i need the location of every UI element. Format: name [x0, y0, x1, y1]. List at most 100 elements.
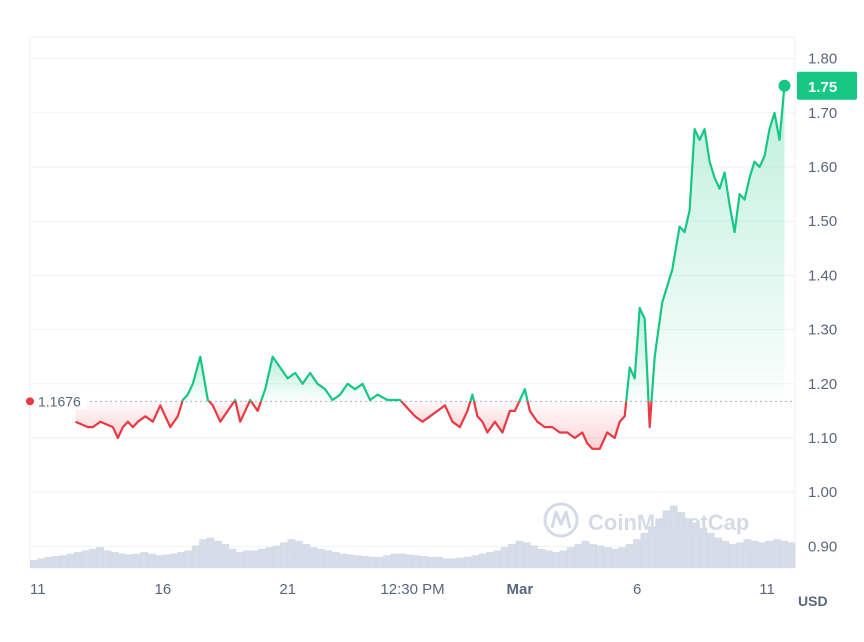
price-line-down	[526, 401, 628, 450]
volume-bar	[655, 518, 664, 568]
price-line-up	[518, 388, 529, 402]
volume-bar	[625, 544, 634, 568]
area-fill-down	[209, 401, 235, 422]
watermark-text: CoinMarketCap	[588, 510, 749, 535]
volume-bar	[684, 518, 693, 568]
volume-bar	[640, 532, 649, 568]
volume-bar	[258, 548, 266, 568]
volume-bar	[59, 555, 68, 568]
volume-bar	[493, 550, 502, 568]
volume-bar	[706, 532, 715, 568]
current-price-badge: 1.75	[797, 71, 857, 100]
volume-bar	[647, 526, 656, 568]
area-fills	[75, 85, 785, 449]
y-tick-label: 1.20	[808, 376, 837, 393]
volume-bar	[81, 550, 90, 568]
volume-bar	[500, 547, 509, 568]
volume-bar	[155, 555, 163, 568]
volume-bar	[566, 547, 575, 568]
reference-marker: 1.1676	[26, 391, 87, 410]
volume-bar	[522, 542, 531, 568]
volume-bar	[611, 548, 619, 568]
price-lines	[75, 85, 786, 450]
volume-bar	[669, 505, 678, 568]
volume-bar	[302, 544, 311, 568]
volume-bar	[184, 550, 193, 568]
volume-bar	[581, 540, 590, 568]
volume-bar	[692, 523, 700, 568]
volume-bar	[147, 553, 156, 568]
volume-bar	[559, 550, 568, 568]
volume-bar	[213, 540, 222, 568]
volume-bar	[294, 540, 303, 568]
y-axis: 1.80 1.70 1.60 1.50 1.40 1.30 1.20 1.10 1.00 0.90	[808, 51, 837, 556]
volume-bar	[434, 556, 443, 568]
reference-label-bg	[35, 391, 87, 410]
y-tick-label: 1.70	[808, 105, 837, 122]
volume-bar	[463, 556, 472, 568]
y-tick-label: 1.00	[808, 484, 837, 501]
volume-bar	[633, 539, 642, 568]
volume-bar	[361, 556, 369, 568]
volume-bar	[30, 560, 38, 568]
x-tick-label: 16	[154, 581, 171, 598]
volume-bar	[478, 553, 487, 568]
volume-bar	[412, 555, 421, 568]
volume-bar	[515, 540, 524, 568]
volume-bar	[74, 552, 82, 568]
price-line-down	[647, 401, 653, 429]
area-fill-up	[651, 85, 785, 402]
volume-bar	[427, 556, 436, 568]
volume-bar	[132, 553, 141, 568]
volume-bar	[346, 554, 355, 568]
volume-bar	[772, 539, 781, 568]
coinmarketcap-logo-icon	[543, 502, 579, 538]
x-tick-label: 12:30 PM	[380, 581, 444, 598]
volume-bar	[728, 544, 737, 568]
price-line-up	[650, 85, 786, 402]
volume-bar	[44, 556, 53, 568]
y-tick-label: 1.10	[808, 430, 837, 447]
volume-bar	[96, 547, 105, 568]
area-fill-down	[474, 401, 520, 433]
volume-bar	[537, 548, 546, 568]
x-tick-label: 11	[30, 581, 46, 598]
volume-bar	[37, 558, 46, 568]
price-line-down	[400, 400, 472, 429]
volume-bar	[765, 540, 774, 568]
volume-bar	[235, 552, 244, 568]
volume-bar	[530, 545, 539, 568]
volume-bar	[338, 553, 347, 568]
volume-bar	[405, 554, 413, 568]
volume-bar	[221, 544, 230, 568]
volume-bar	[589, 544, 597, 568]
volume-bar	[191, 545, 200, 568]
volume-bar	[368, 556, 377, 568]
volume-bar	[662, 510, 671, 568]
volume-bar	[162, 554, 171, 568]
price-line-up	[625, 306, 650, 402]
volume-bar	[265, 547, 274, 568]
last-price-dot	[778, 79, 791, 92]
volume-bar	[331, 552, 340, 568]
price-line-up	[469, 393, 476, 402]
volume-bar	[603, 547, 612, 568]
price-line-down	[250, 400, 263, 412]
volume-bar	[228, 548, 237, 568]
volume-bar	[677, 512, 686, 568]
volume-bar	[574, 544, 583, 568]
volume-bar	[140, 552, 149, 568]
x-tick-label: 11	[759, 581, 775, 598]
volume-bar	[449, 558, 458, 568]
volume-bar	[110, 552, 119, 568]
area-fill-down	[75, 401, 183, 438]
price-line-down	[75, 400, 184, 440]
volume-bar	[714, 537, 722, 568]
x-axis: 11 16 21 12:30 PM Mar 6 11	[30, 581, 775, 598]
volume-bar	[736, 542, 745, 568]
volume-bar	[375, 556, 384, 568]
volume-bar	[750, 540, 759, 568]
area-fill-down	[527, 401, 627, 449]
volume-bars	[30, 505, 796, 568]
